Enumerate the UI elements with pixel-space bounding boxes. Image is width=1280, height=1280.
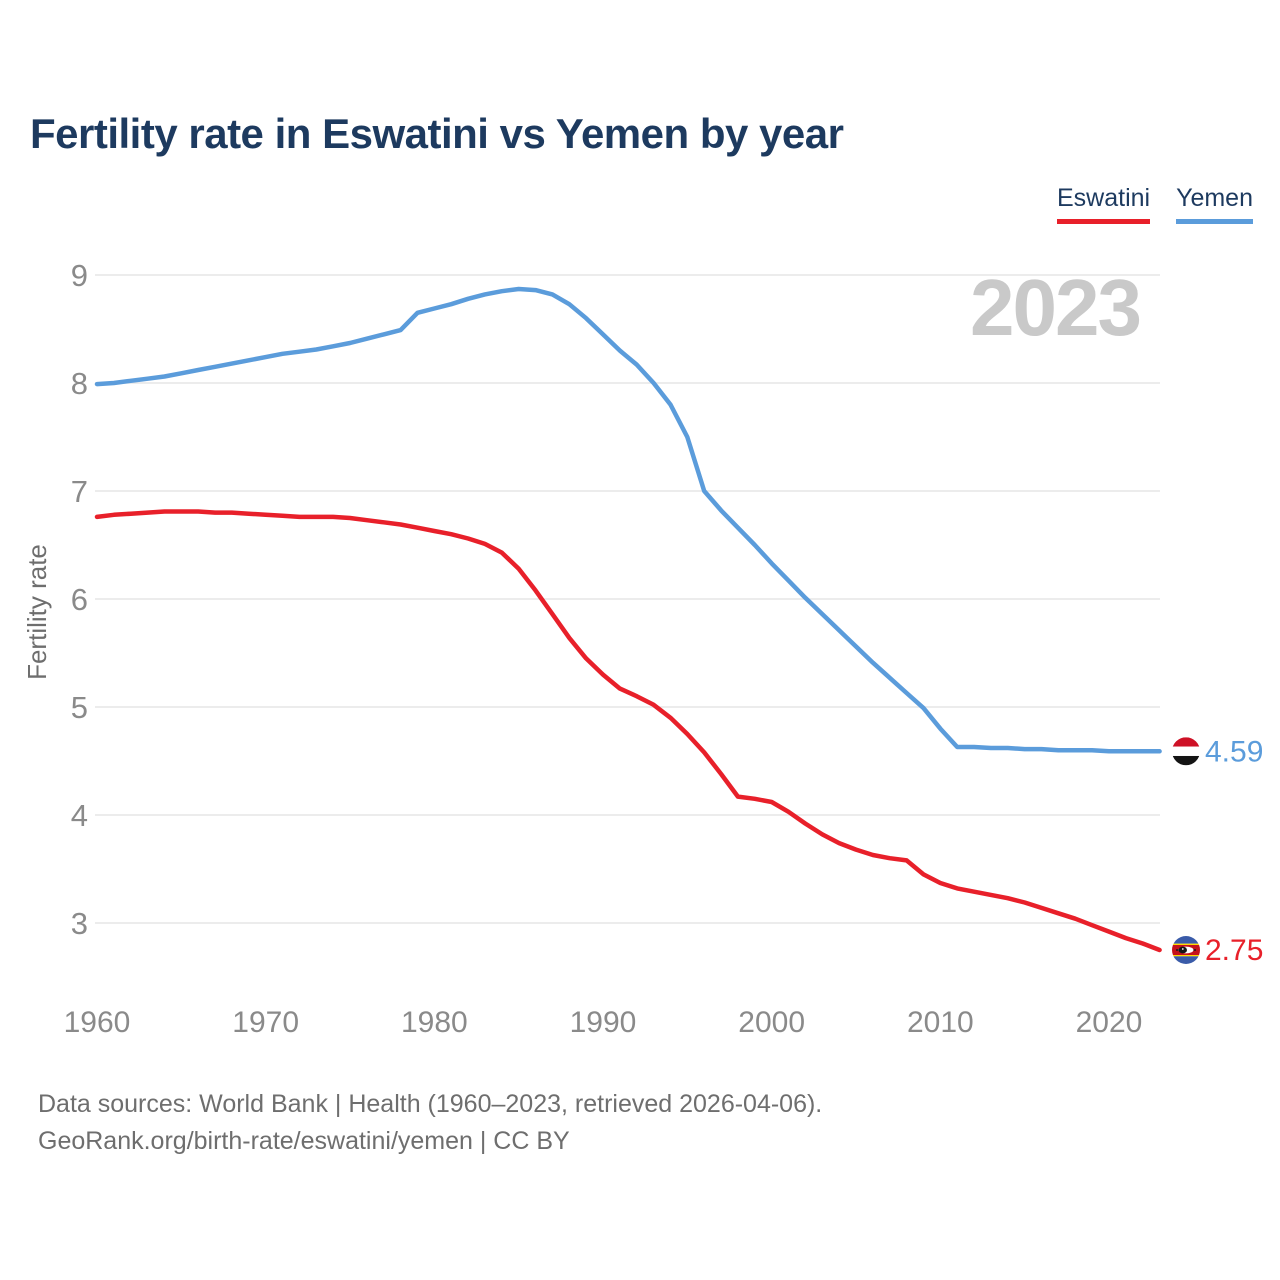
legend: Eswatini Yemen (1056, 184, 1253, 224)
x-tick-label-2020: 2020 (1076, 1006, 1143, 1039)
x-tick-label-1960: 1960 (64, 1006, 131, 1039)
x-tick-label-1990: 1990 (570, 1006, 637, 1039)
y-tick-label-8: 8 (71, 366, 88, 401)
eswatini-flag-icon (1172, 936, 1200, 964)
yemen-flag-icon (1172, 737, 1200, 766)
y-tick-label-5: 5 (71, 690, 88, 725)
x-tick-label-2000: 2000 (738, 1006, 805, 1039)
source-line-2: GeoRank.org/birth-rate/eswatini/yemen | … (38, 1127, 570, 1155)
legend-item-eswatini[interactable]: Eswatini (1056, 184, 1151, 224)
chart-title: Fertility rate in Eswatini vs Yemen by y… (30, 110, 844, 157)
year-watermark: 2023 (970, 263, 1142, 352)
y-tick-label-3: 3 (71, 906, 88, 941)
y-tick-label-6: 6 (71, 582, 88, 617)
y-tick-label-7: 7 (71, 474, 88, 509)
legend-item-yemen[interactable]: Yemen (1176, 184, 1253, 224)
source-note: Data sources: World Bank | Health (1960–… (38, 1086, 822, 1160)
x-tick-label-1970: 1970 (232, 1006, 299, 1039)
x-tick-label-2010: 2010 (907, 1006, 974, 1039)
x-tick-label-1980: 1980 (401, 1006, 468, 1039)
y-tick-label-9: 9 (71, 258, 88, 293)
series-line-yemen[interactable] (94, 286, 1162, 754)
y-axis-title: Fertility rate (22, 544, 52, 680)
end-value-label-eswatini: 2.75 (1205, 934, 1263, 967)
y-tick-label-4: 4 (71, 798, 88, 833)
series-line-eswatini[interactable] (94, 509, 1162, 953)
source-line-1: Data sources: World Bank | Health (1960–… (38, 1090, 823, 1118)
end-value-label-yemen: 4.59 (1205, 735, 1263, 768)
